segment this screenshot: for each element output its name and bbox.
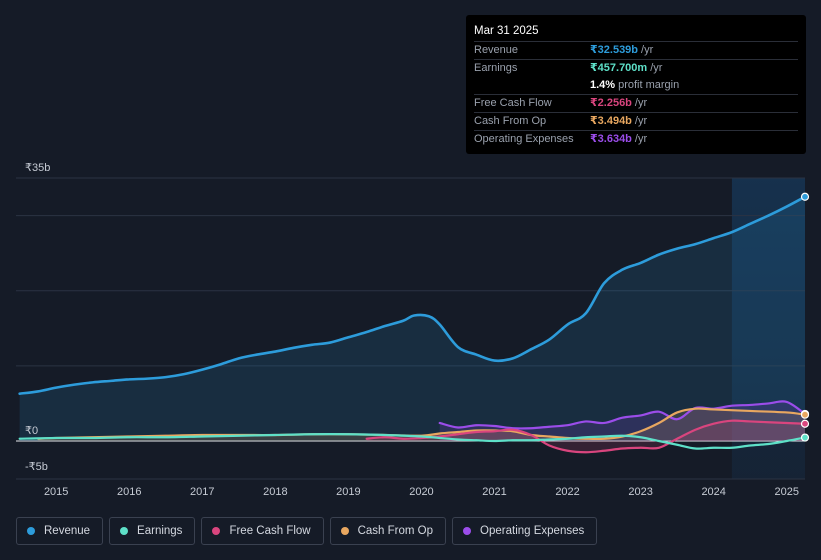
cash-from-op-dot-icon — [340, 527, 349, 535]
series-endpoints — [800, 192, 810, 442]
tooltip-unit: /yr — [634, 115, 648, 127]
y-label-top: ₹35b — [25, 162, 50, 174]
x-tick-label: 2020 — [409, 486, 433, 498]
y-label-zero: ₹0 — [25, 425, 38, 437]
free-cash-flow-dot-icon — [212, 527, 221, 535]
legend-label: Operating Expenses — [480, 525, 585, 537]
tooltip-label — [474, 77, 590, 94]
x-tick-label: 2024 — [701, 486, 725, 498]
legend-item-operating-expenses[interactable]: Operating Expenses — [452, 517, 598, 545]
free-cash-flow-end-point — [800, 419, 810, 428]
y-label-bottom: -₹5b — [25, 461, 48, 473]
tooltip-value: ₹3.494b — [590, 115, 632, 127]
tooltip-row-free-cash-flow: Free Cash Flow ₹2.256b /yr — [474, 94, 798, 112]
tooltip-unit: /yr — [641, 44, 654, 56]
tooltip-row-operating-expenses: Operating Expenses ₹3.634b /yr — [474, 130, 798, 148]
tooltip: Mar 31 2025 Revenue ₹32.539b /yr Earning… — [466, 15, 806, 154]
tooltip-value: ₹32.539b — [590, 44, 639, 56]
free-cash-flow-line — [365, 419, 807, 454]
x-tick-label: 2025 — [774, 486, 798, 498]
tooltip-unit: /yr — [634, 133, 648, 145]
cash-from-op-end-point — [800, 410, 810, 419]
legend-label: Revenue — [44, 525, 91, 537]
tooltip-label: Earnings — [474, 62, 518, 74]
x-tick-label: 2018 — [263, 486, 287, 498]
tooltip-label: Free Cash Flow — [474, 97, 552, 109]
tooltip-row-cash-from-op: Cash From Op ₹3.494b /yr — [474, 112, 798, 130]
tooltip-row-profit-margin: 1.4% profit margin — [474, 77, 798, 94]
tooltip-unit: profit margin — [618, 79, 680, 91]
tooltip-label: Operating Expenses — [474, 133, 574, 145]
series-lines — [18, 195, 807, 454]
earnings-dot-icon — [120, 527, 129, 535]
revenue-dot-icon — [27, 527, 35, 535]
revenue-area — [19, 196, 806, 441]
x-tick-label: 2015 — [44, 486, 68, 498]
x-tick-label: 2017 — [190, 486, 214, 498]
legend: Revenue Earnings Free Cash Flow Cash Fro… — [16, 517, 598, 545]
tooltip-date: Mar 31 2025 — [474, 25, 539, 37]
legend-item-free-cash-flow[interactable]: Free Cash Flow — [201, 517, 324, 545]
x-tick-label: 2016 — [117, 486, 141, 498]
legend-item-revenue[interactable]: Revenue — [16, 517, 104, 545]
tooltip-row-earnings: Earnings ₹457.700m /yr — [474, 59, 798, 77]
tooltip-unit: /yr — [650, 62, 663, 74]
x-axis: 2015 2016 2017 2018 2019 2020 2021 2022 2023 2024… — [44, 486, 799, 498]
gridlines — [16, 177, 805, 480]
operating-expenses-area — [439, 401, 805, 441]
x-tick-label: 2021 — [482, 486, 506, 498]
x-tick-label: 2019 — [336, 486, 360, 498]
x-tick-label: 2022 — [555, 486, 579, 498]
revenue-line — [18, 195, 807, 395]
y-axis: ₹35b ₹0 -₹5b — [25, 162, 50, 473]
x-tick-label: 2023 — [628, 486, 652, 498]
tooltip-value: ₹3.634b — [590, 133, 632, 145]
operating-expenses-dot-icon — [463, 527, 472, 535]
legend-label: Earnings — [137, 525, 183, 537]
tooltip-value: ₹457.700m — [590, 62, 648, 74]
legend-item-earnings[interactable]: Earnings — [109, 517, 196, 545]
operating-expenses-line — [438, 400, 807, 430]
tooltip-unit: /yr — [634, 97, 648, 109]
legend-label: Cash From Op — [357, 525, 434, 537]
earnings-line — [18, 433, 807, 450]
tooltip-row-revenue: Revenue ₹32.539b /yr — [474, 41, 798, 59]
highlight-band — [731, 178, 805, 479]
earnings-end-point — [800, 433, 810, 442]
tooltip-value: ₹2.256b — [590, 97, 632, 109]
legend-item-cash-from-op[interactable]: Cash From Op — [329, 517, 447, 545]
tooltip-label: Revenue — [474, 44, 519, 56]
tooltip-label: Cash From Op — [474, 115, 547, 127]
free-cash-flow-area — [366, 420, 805, 453]
tooltip-value: 1.4% — [590, 79, 616, 91]
legend-label: Free Cash Flow — [229, 525, 311, 537]
revenue-end-point — [800, 192, 810, 201]
